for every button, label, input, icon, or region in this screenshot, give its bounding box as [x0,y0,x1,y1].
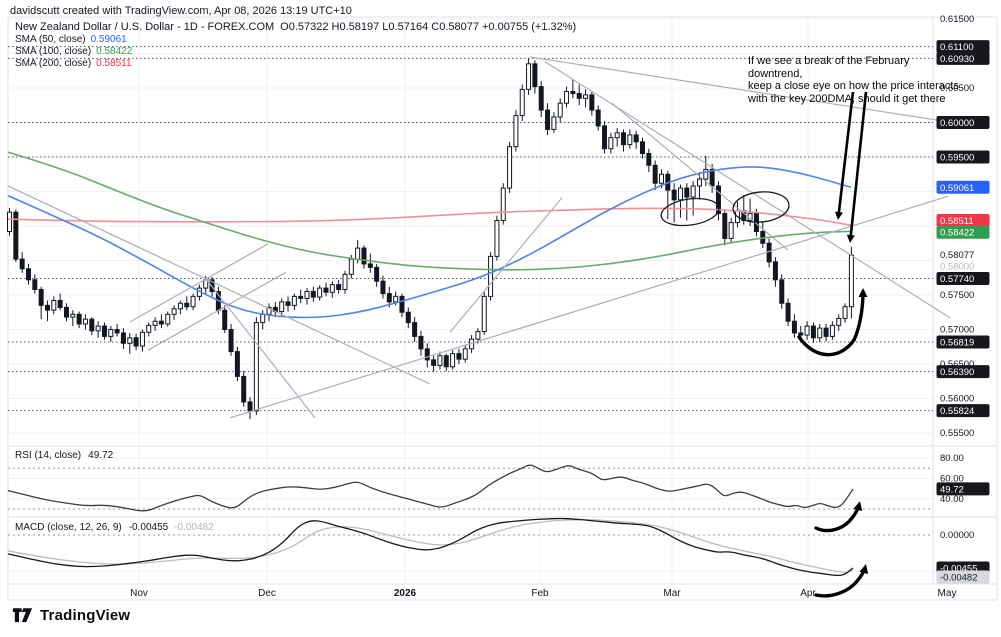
svg-text:Mar: Mar [663,588,681,599]
svg-text:0.60000: 0.60000 [940,118,974,129]
rsi-value: 49.72 [88,450,114,461]
legend-sma100: SMA (100, close) 0.58422 [15,46,133,57]
svg-text:Feb: Feb [531,588,549,599]
candles-layer[interactable] [7,58,854,420]
macd-pane-label: MACD (close, 12, 26, 9) -0.00455 -0.00482 [15,522,214,533]
svg-text:0.61500: 0.61500 [940,14,974,25]
svg-text:60.00: 60.00 [940,473,964,484]
indicator-bands [8,467,933,536]
sma200-value: 0.58511 [96,58,132,69]
tradingview-logo-icon [12,608,33,623]
annotation-note: If we see a break of the February downtr… [748,55,959,105]
svg-text:0.56000: 0.56000 [940,394,974,405]
svg-text:40.00: 40.00 [940,494,964,505]
svg-text:0.58077: 0.58077 [940,250,974,261]
sma100-line [7,151,852,271]
svg-text:0.59061: 0.59061 [940,183,974,194]
sma50-line [7,166,852,319]
svg-text:0.56500: 0.56500 [940,359,974,370]
svg-text:0.00000: 0.00000 [940,530,974,541]
tradingview-logo[interactable]: TradingView [12,606,130,625]
macd-signal-value: -0.00482 [174,522,214,533]
svg-text:0.58511: 0.58511 [940,216,974,227]
chart-legend: New Zealand Dollar / U.S. Dollar - 1D - … [15,21,576,69]
macd-lines [7,517,854,577]
sma50-value: 0.59061 [90,34,127,45]
macd-value: -0.00455 [128,522,169,533]
svg-text:0.58422: 0.58422 [940,228,974,239]
svg-text:0.56390: 0.56390 [940,367,974,378]
ellipse-annotations [660,191,790,227]
svg-text:49.72: 49.72 [940,484,964,495]
svg-text:0.55500: 0.55500 [940,428,974,439]
rsi-pane-label: RSI (14, close) 49.72 [15,450,114,461]
svg-text:Dec: Dec [258,588,276,599]
svg-text:May: May [938,588,957,599]
svg-text:0.60500: 0.60500 [940,83,974,94]
svg-text:0.60930: 0.60930 [940,54,974,65]
svg-text:0.58000: 0.58000 [940,262,974,273]
trendlines-layer [7,56,951,419]
svg-text:0.57500: 0.57500 [940,290,974,301]
sma200-line [7,207,852,227]
legend-sma50: SMA (50, close) 0.59061 [15,34,127,45]
svg-text:0.61100: 0.61100 [940,42,974,53]
svg-text:0.56819: 0.56819 [940,337,974,348]
price-axis[interactable]: 0.615000.610000.605000.580770.580000.575… [936,14,990,439]
legend-sma200: SMA (200, close) 0.58511 [15,58,132,69]
ohlc-values: O0.57322 H0.58197 L0.57164 C0.58077 +0.0… [280,21,577,33]
svg-text:2026: 2026 [394,588,417,599]
grid-layer [8,17,933,584]
svg-text:0.55824: 0.55824 [940,406,974,417]
svg-text:80.00: 80.00 [940,453,964,464]
svg-text:-0.00482: -0.00482 [940,572,978,583]
svg-text:-0.00455: -0.00455 [940,563,978,574]
rsi-line [7,464,854,512]
tradingview-logo-text: TradingView [40,607,131,624]
svg-text:0.57000: 0.57000 [940,325,974,336]
arrow-annotations [797,91,869,598]
panel-frame [7,16,998,601]
macd-axis[interactable]: 0.00000 -0.00455-0.00482 [936,530,990,584]
symbol-title: New Zealand Dollar / U.S. Dollar - 1D - … [15,21,275,33]
svg-text:0.59500: 0.59500 [940,153,974,164]
credit-line: davidscutt created with TradingView.com,… [10,5,352,17]
svg-text:0.57740: 0.57740 [940,274,974,285]
sma100-value: 0.58422 [96,46,133,57]
time-axis[interactable]: Nov Dec 2026 Feb Mar Apr May [130,588,956,599]
svg-text:Apr: Apr [800,588,816,599]
svg-text:Nov: Nov [130,588,148,599]
